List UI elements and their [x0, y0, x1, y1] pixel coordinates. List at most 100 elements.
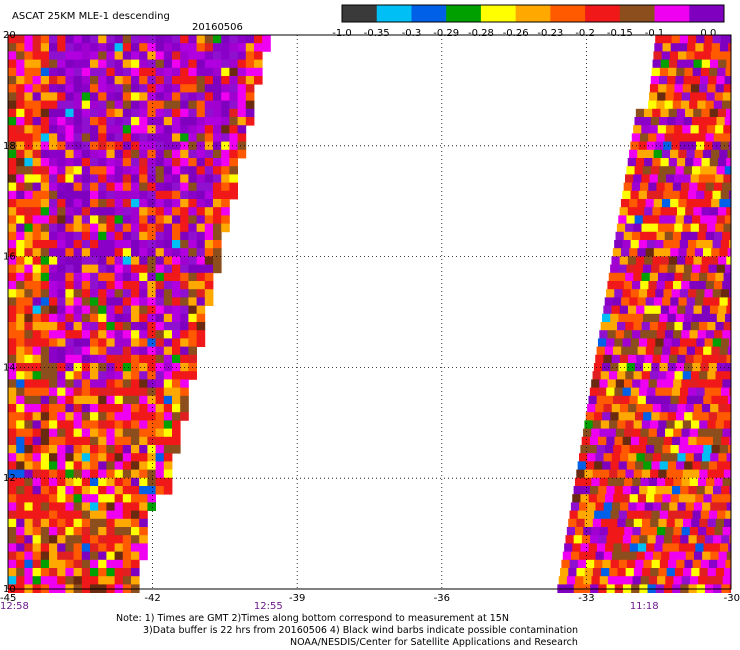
swath-pixel: [681, 527, 691, 536]
swath-pixel: [664, 330, 674, 339]
swath-pixel: [81, 387, 91, 397]
swath-pixel: [8, 248, 17, 257]
swath-pixel: [642, 166, 652, 175]
swath-pixel: [65, 166, 74, 175]
swath-pixel: [660, 354, 670, 364]
swath-pixel: [725, 313, 731, 323]
swath-pixel: [81, 404, 91, 413]
swath-pixel: [656, 182, 666, 192]
swath-pixel: [699, 371, 708, 380]
swath-pixel: [122, 281, 132, 290]
swath-pixel: [188, 125, 197, 134]
swath-pixel: [681, 330, 690, 339]
swath-pixel: [90, 518, 99, 528]
swath-pixel: [628, 453, 637, 462]
swath-pixel: [98, 395, 107, 405]
swath-pixel: [32, 297, 42, 306]
swath-pixel: [651, 264, 660, 274]
swath-pixel: [598, 486, 607, 495]
swath-pixel: [147, 486, 156, 495]
swath-pixel: [706, 92, 716, 101]
swath-pixel: [24, 330, 33, 339]
swath-pixel: [652, 354, 662, 364]
swath-pixel: [40, 428, 50, 438]
swath-pixel: [725, 559, 731, 569]
swath-pixel: [619, 305, 629, 315]
swath-pixel: [678, 43, 688, 52]
swath-pixel: [139, 379, 148, 388]
swath-pixel: [49, 272, 58, 282]
swath-pixel: [163, 158, 173, 167]
swath-pixel: [24, 100, 33, 110]
swath-pixel: [665, 428, 674, 438]
swath-pixel: [653, 51, 663, 60]
swath-pixel: [114, 240, 124, 249]
swath-pixel: [704, 289, 714, 298]
swath-pixel: [73, 92, 83, 101]
swath-pixel: [568, 518, 577, 528]
swath-pixel: [32, 486, 42, 495]
swath-pixel: [122, 486, 132, 495]
swath-pixel: [707, 371, 716, 380]
swath-pixel: [670, 297, 679, 306]
swath-pixel: [122, 322, 132, 331]
swath-pixel: [694, 51, 704, 60]
swath-pixel: [40, 363, 50, 372]
swath-pixel: [705, 100, 715, 110]
swath-pixel: [24, 412, 33, 421]
swath-pixel: [221, 125, 230, 134]
swath-pixel: [648, 100, 657, 110]
swath-pixel: [180, 92, 189, 101]
swath-pixel: [727, 346, 731, 356]
swath-pixel: [667, 461, 677, 470]
swath-pixel: [65, 215, 74, 224]
swath-pixel: [617, 568, 627, 577]
swath-pixel: [705, 281, 715, 290]
swath-pixel: [655, 141, 664, 151]
swath-pixel: [237, 35, 247, 44]
swath-pixel: [213, 125, 222, 134]
swath-pixel: [57, 363, 66, 372]
swath-pixel: [65, 59, 74, 69]
swath-pixel: [8, 297, 17, 306]
swath-pixel: [155, 412, 165, 421]
swath-pixel: [612, 346, 622, 356]
swath-pixel: [65, 494, 74, 503]
swath-pixel: [131, 92, 140, 101]
swath-pixel: [581, 486, 591, 495]
swath-pixel: [40, 149, 50, 159]
swath-pixel: [713, 231, 723, 241]
swath-pixel: [163, 117, 173, 126]
swath-pixel: [678, 395, 688, 405]
swath-pixel: [57, 125, 66, 134]
swath-pixel: [98, 428, 107, 438]
swath-pixel: [90, 223, 99, 233]
swath-pixel: [81, 576, 91, 585]
swath-pixel: [629, 346, 638, 356]
swath-pixel: [694, 297, 704, 306]
swath-pixel: [698, 272, 708, 282]
swath-pixel: [715, 420, 725, 429]
swath-pixel: [49, 486, 58, 495]
swath-pixel: [172, 281, 181, 290]
swath-pixel: [32, 330, 42, 339]
swath-pixel: [90, 453, 99, 462]
swath-pixel: [65, 371, 74, 380]
swath-pixel: [667, 166, 676, 175]
swath-pixel: [723, 174, 731, 183]
swath-pixel: [16, 76, 25, 85]
swath-pixel: [665, 576, 674, 585]
swath-pixel: [16, 158, 25, 167]
swath-pixel: [122, 412, 132, 421]
swath-pixel: [689, 576, 699, 585]
swath-pixel: [16, 379, 25, 388]
swath-pixel: [155, 445, 165, 454]
swath-pixel: [221, 149, 230, 159]
swath-pixel: [73, 264, 83, 274]
swath-pixel: [32, 190, 42, 200]
swath-pixel: [32, 543, 42, 552]
swath-pixel: [155, 322, 165, 331]
swath-pixel: [706, 428, 715, 438]
swath-pixel: [658, 84, 667, 93]
colorbar-tick-label: -0.3: [402, 28, 422, 39]
